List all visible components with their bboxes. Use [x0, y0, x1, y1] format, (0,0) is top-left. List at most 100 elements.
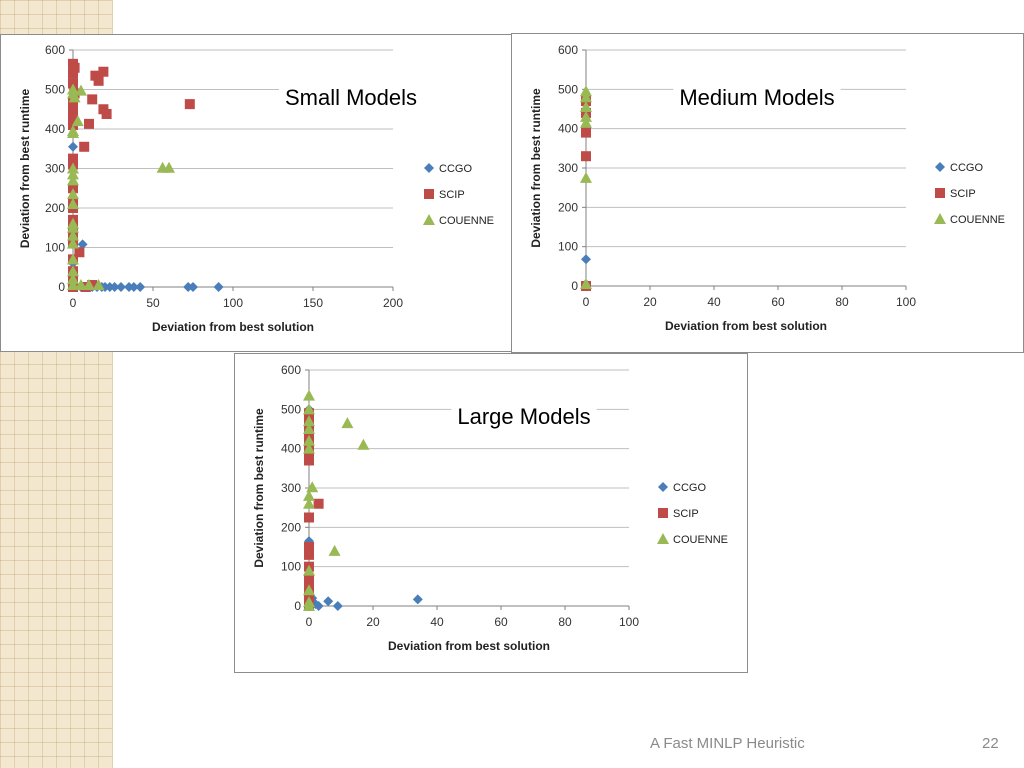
data-point [580, 110, 592, 122]
x-tick-label: 0 [70, 296, 77, 310]
x-tick-label: 50 [146, 296, 160, 310]
data-point [304, 573, 314, 584]
data-point [75, 279, 87, 291]
legend-marker [657, 533, 669, 544]
y-tick-label: 200 [558, 200, 578, 214]
legend-marker [423, 214, 435, 225]
data-point [188, 282, 198, 292]
data-point [77, 239, 88, 250]
data-point [412, 594, 423, 605]
legend-label: SCIP [439, 189, 465, 201]
y-tick-label: 100 [281, 560, 301, 574]
legend-marker [424, 189, 434, 199]
legend-marker [658, 482, 668, 492]
x-tick-label: 100 [619, 615, 639, 629]
legend-label: SCIP [673, 508, 699, 520]
data-point [67, 188, 79, 200]
data-point [68, 104, 78, 115]
data-point [67, 198, 79, 210]
data-point [128, 282, 139, 292]
x-tick-label: 60 [494, 615, 508, 629]
chart-small-models: 0 100 200 300 400 500 600 0 50 100 150 200 Deviation… [0, 34, 512, 352]
data-point [323, 596, 334, 607]
data-point [93, 75, 104, 86]
y-tick-label: 400 [281, 442, 301, 456]
data-point [75, 84, 87, 96]
series-couenne [580, 85, 592, 290]
legend-label: COUENNE [673, 534, 728, 546]
legend-label: CCGO [673, 482, 706, 494]
data-point [303, 442, 315, 454]
x-tick-label: 80 [835, 295, 849, 309]
legend-label: CCGO [950, 162, 983, 174]
data-point [109, 282, 120, 292]
y-axis-label: Deviation from best runtime [18, 88, 32, 248]
y-tick-label: 100 [558, 240, 578, 254]
legend-marker [935, 188, 945, 198]
data-point [74, 247, 85, 258]
footer-title: A Fast MINLP Heuristic [650, 735, 805, 752]
y-tick-label: 400 [45, 122, 65, 136]
data-point [303, 584, 315, 596]
data-point [67, 174, 79, 186]
legend-marker [935, 162, 945, 172]
y-tick-label: 500 [558, 82, 578, 96]
data-point [67, 229, 79, 241]
y-tick-label: 300 [45, 162, 65, 176]
data-point [580, 91, 592, 103]
y-axis-label: Deviation from best runtime [529, 88, 543, 248]
data-point [83, 279, 95, 291]
data-point [71, 115, 84, 127]
data-point [303, 600, 315, 611]
data-point [303, 564, 315, 576]
data-point [303, 389, 315, 401]
legend-label: SCIP [950, 188, 976, 200]
data-point [92, 279, 105, 291]
legend: CCGO SCIP COUENNE [657, 482, 728, 546]
data-point [304, 549, 314, 560]
series-couenne [303, 389, 370, 611]
y-tick-label: 600 [45, 43, 65, 57]
legend: CCGO SCIP COUENNE [423, 163, 494, 227]
x-tick-label: 150 [303, 296, 323, 310]
data-point [580, 171, 592, 183]
data-point [303, 403, 315, 415]
y-tick-label: 600 [281, 363, 301, 377]
page-number: 22 [982, 735, 999, 752]
data-point [341, 417, 354, 429]
y-tick-label: 0 [58, 280, 65, 294]
legend-marker [658, 508, 668, 518]
x-tick-label: 40 [707, 295, 721, 309]
y-tick-label: 300 [558, 161, 578, 175]
series-ccgo [68, 141, 224, 292]
x-axis-label: Deviation from best solution [388, 639, 550, 653]
data-point [79, 141, 90, 152]
series-scip [68, 58, 195, 292]
data-point [163, 161, 175, 173]
data-point [304, 542, 314, 552]
data-point [580, 116, 592, 128]
data-point [184, 99, 195, 110]
y-tick-label: 200 [45, 201, 65, 215]
y-tick-label: 0 [294, 599, 301, 613]
y-axis-label: Deviation from best runtime [252, 408, 266, 568]
data-point [303, 489, 315, 501]
x-tick-label: 200 [383, 296, 403, 310]
data-point [68, 91, 81, 103]
data-point [304, 455, 314, 466]
legend-marker [424, 163, 434, 173]
y-tick-label: 400 [558, 122, 578, 136]
data-point [580, 101, 592, 113]
data-point [313, 498, 324, 509]
data-point [87, 94, 98, 105]
chart-title: Large Models [457, 404, 590, 429]
data-point [67, 279, 79, 291]
data-point [67, 162, 79, 174]
x-tick-label: 100 [896, 295, 916, 309]
x-tick-label: 0 [583, 295, 590, 309]
series-couenne [67, 83, 175, 291]
data-point [69, 62, 80, 73]
data-point [303, 434, 315, 446]
data-point [68, 141, 78, 152]
data-point [580, 278, 592, 290]
